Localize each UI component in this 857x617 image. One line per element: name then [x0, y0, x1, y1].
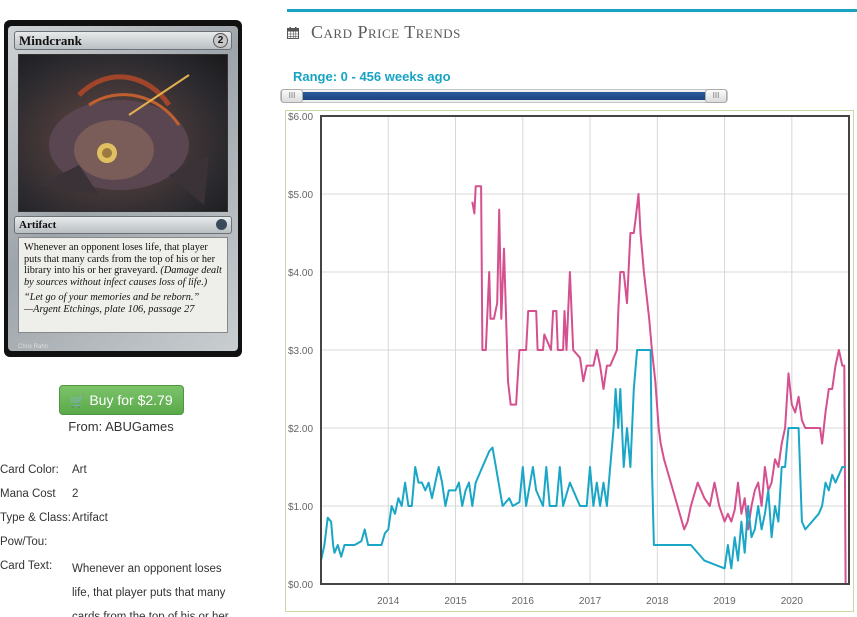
y-tick-label: $0.00	[288, 580, 313, 591]
card-image[interactable]: Mindcrank 2 Artifact Whenever an opponen…	[4, 20, 242, 357]
y-tick-label: $2.00	[288, 424, 313, 435]
card-artwork	[18, 54, 228, 212]
buy-button[interactable]: 🛒 Buy for $2.79	[59, 385, 184, 415]
card-type-bar: Artifact	[14, 216, 232, 234]
shopping-cart-icon: 🛒	[70, 394, 86, 408]
x-tick-label: 2016	[512, 596, 535, 607]
x-tick-label: 2019	[713, 596, 736, 607]
detail-row-type: Type & Class: Artifact	[0, 509, 250, 533]
x-tick-label: 2017	[579, 596, 602, 607]
slider-handle-end[interactable]: III	[705, 89, 727, 103]
card-reminder-text: (Damage dealt by sources without infect …	[24, 265, 222, 288]
card-text-line: cards from the top of his or her	[72, 611, 229, 617]
x-tick-label: 2020	[781, 596, 804, 607]
section-heading: Card Price Trends	[287, 22, 461, 43]
y-tick-label: $3.00	[288, 346, 313, 357]
card-details: Card Color: Art Mana Cost 2 Type & Class…	[0, 461, 250, 617]
y-tick-label: $5.00	[288, 190, 313, 201]
y-tick-label: $6.00	[288, 112, 313, 123]
range-slider[interactable]: III III	[280, 89, 728, 103]
x-tick-label: 2015	[444, 596, 467, 607]
card-text-line: Whenever an opponent loses	[72, 563, 222, 575]
detail-value	[72, 533, 250, 557]
detail-value: Art	[72, 464, 87, 476]
detail-row-card-text: Card Text: Whenever an opponent loses li…	[0, 557, 250, 617]
y-tick-label: $1.00	[288, 502, 313, 513]
plot-frame	[320, 115, 850, 585]
card-text-line: life, that player puts that many	[72, 587, 226, 599]
card-art-illustration	[39, 74, 209, 205]
set-symbol-icon	[216, 219, 227, 230]
price-series-line-0	[471, 185, 847, 585]
price-series-line-1	[320, 349, 846, 570]
x-tick-label: 2018	[646, 596, 669, 607]
mana-symbol-icon: 2	[213, 33, 228, 48]
section-divider	[287, 9, 857, 12]
price-chart: $0.00 $1.00 $2.00 $3.00 $4.00 $5.00 $6.00 2014…	[285, 110, 854, 612]
detail-key: Card Text:	[0, 560, 53, 572]
range-label: Range: 0 - 456 weeks ago	[293, 69, 451, 84]
section-title: Card Price Trends	[311, 22, 461, 42]
detail-key: Type & Class:	[0, 512, 71, 524]
detail-key: Mana Cost	[0, 488, 56, 500]
detail-value: Whenever an opponent loses life, that pl…	[72, 557, 250, 617]
buy-button-label: Buy for $2.79	[89, 392, 173, 408]
detail-value: 2	[72, 488, 79, 500]
card-frame: Mindcrank 2 Artifact Whenever an opponen…	[8, 26, 238, 351]
card-name-bar: Mindcrank 2	[14, 31, 232, 50]
y-tick-label: $4.00	[288, 268, 313, 279]
slider-handle-start[interactable]: III	[281, 89, 303, 103]
card-type-line: Artifact	[19, 219, 57, 231]
detail-key: Card Color:	[0, 464, 59, 476]
card-rules-text: Whenever an opponent loses life, that pl…	[24, 242, 216, 276]
detail-row-pow-tou: Pow/Tou:	[0, 533, 250, 557]
card-text-box: Whenever an opponent loses life, that pl…	[18, 237, 228, 333]
detail-row-color: Card Color: Art	[0, 461, 250, 485]
slider-selected-range	[293, 92, 707, 100]
card-flavor-attribution: —Argent Etchings, plate 106, passage 27	[24, 303, 195, 315]
vendor-label: From: ABUGames	[68, 419, 174, 434]
card-name: Mindcrank	[19, 33, 82, 48]
detail-key: Pow/Tou:	[0, 536, 48, 548]
detail-value: Artifact	[72, 512, 108, 524]
x-tick-label: 2014	[377, 596, 400, 607]
detail-row-mana-cost: Mana Cost 2	[0, 485, 250, 509]
calendar-icon	[287, 27, 299, 39]
card-flavor-quote: “Let go of your memories and be reborn.”	[24, 292, 200, 303]
price-chart-svg: $0.00 $1.00 $2.00 $3.00 $4.00 $5.00 $6.00 2014…	[288, 112, 850, 607]
card-artist-credit: Chris Rahn	[18, 344, 49, 350]
